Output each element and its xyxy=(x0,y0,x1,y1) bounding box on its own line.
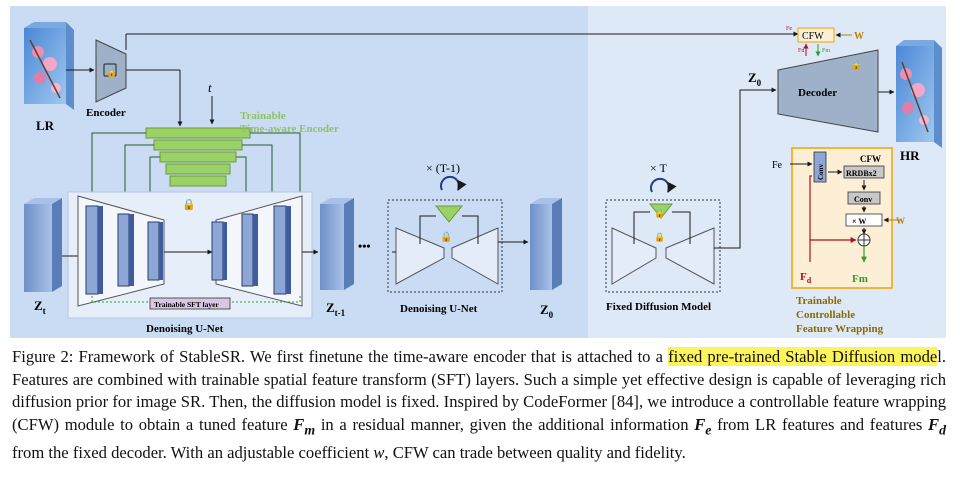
cfw-caption-line1: Trainable xyxy=(796,295,842,307)
fd-label: Fd xyxy=(800,271,812,285)
zt-label: Zt xyxy=(34,298,46,316)
cfw-caption-line2: Controllable xyxy=(796,309,855,321)
cfw-top-box xyxy=(797,27,835,43)
loop-tminus1-label: × (T-1) xyxy=(426,161,460,175)
t-label: t xyxy=(208,80,212,95)
decoder-block xyxy=(777,49,879,133)
loop-arrow-icon xyxy=(440,175,467,191)
conv-label: Conv xyxy=(854,195,872,204)
lock-icon: 🔒 xyxy=(654,232,665,242)
conv-vertical-block xyxy=(813,151,827,183)
denoising-unet-label: Denoising U-Net xyxy=(146,323,224,335)
sft-label: Trainable SFT layer xyxy=(154,300,219,309)
fe-small-label: Fe xyxy=(786,26,792,32)
rrdb-label: RRDBx2 xyxy=(846,169,877,178)
fixed-diffusion-box xyxy=(605,199,721,293)
z0-label: Z0 xyxy=(540,302,554,320)
lock-icon: 🔒 xyxy=(106,67,117,77)
encoder-block xyxy=(95,39,127,103)
fm-small-label: Fm xyxy=(822,48,830,54)
fixed-diffusion-label: Fixed Diffusion Model xyxy=(606,301,711,313)
conv-vertical-label: Conv xyxy=(817,164,825,180)
xw-block xyxy=(845,213,883,227)
xw-label: × W xyxy=(852,217,866,226)
z0-block xyxy=(530,198,562,290)
loop-arrow-icon xyxy=(650,177,677,193)
cfw-caption-line3: Feature Wrapping xyxy=(796,323,884,335)
sft-layer xyxy=(149,297,231,310)
zt1-block xyxy=(320,198,354,290)
zt-block xyxy=(24,198,62,292)
ellipsis-dots: ••• xyxy=(358,239,371,253)
cfw-top-label: CFW xyxy=(802,31,824,42)
zt1-label: Zt-1 xyxy=(326,300,346,318)
hr-image xyxy=(896,40,942,148)
lock-icon: 🔒 xyxy=(440,231,452,243)
w-right-label: W xyxy=(896,216,905,226)
time-aware-encoder-label: Time-aware Encoder xyxy=(240,123,339,135)
framework-figure: LR 🔒 Encoder t Trainable Time-aware Enco… xyxy=(10,6,946,338)
denoising-unet2-label: Denoising U-Net xyxy=(400,303,478,315)
decoder-label: Decoder xyxy=(798,87,837,99)
hr-label: HR xyxy=(900,148,920,163)
loop-t-label: × T xyxy=(650,161,668,175)
lr-label: LR xyxy=(36,118,55,133)
lock-icon: 🔒 xyxy=(654,208,665,218)
cfw-box-label: CFW xyxy=(860,154,881,164)
encoder-label: Encoder xyxy=(86,107,126,119)
unet-layer-blocks xyxy=(85,205,291,295)
fd-small-label: Fd xyxy=(798,48,804,54)
fm-label: Fm xyxy=(852,273,868,285)
rrdb-block xyxy=(843,165,885,179)
lock-icon: 🔒 xyxy=(182,198,196,211)
conv-block xyxy=(847,191,881,205)
w-top-label: W xyxy=(854,31,864,42)
lock-icon: 🔒 xyxy=(850,59,862,71)
figure-caption: Figure 2: Framework of StableSR. We firs… xyxy=(12,347,946,462)
denoising-unet-repeat-box xyxy=(387,199,503,293)
z0-top-label: Z0 xyxy=(748,70,762,88)
lr-image xyxy=(24,22,74,110)
highlighted-text: fixed pre-trained Stable Diffusion mode xyxy=(668,347,938,366)
trainable-label: Trainable xyxy=(240,110,286,122)
fe-label: Fe xyxy=(772,160,783,171)
